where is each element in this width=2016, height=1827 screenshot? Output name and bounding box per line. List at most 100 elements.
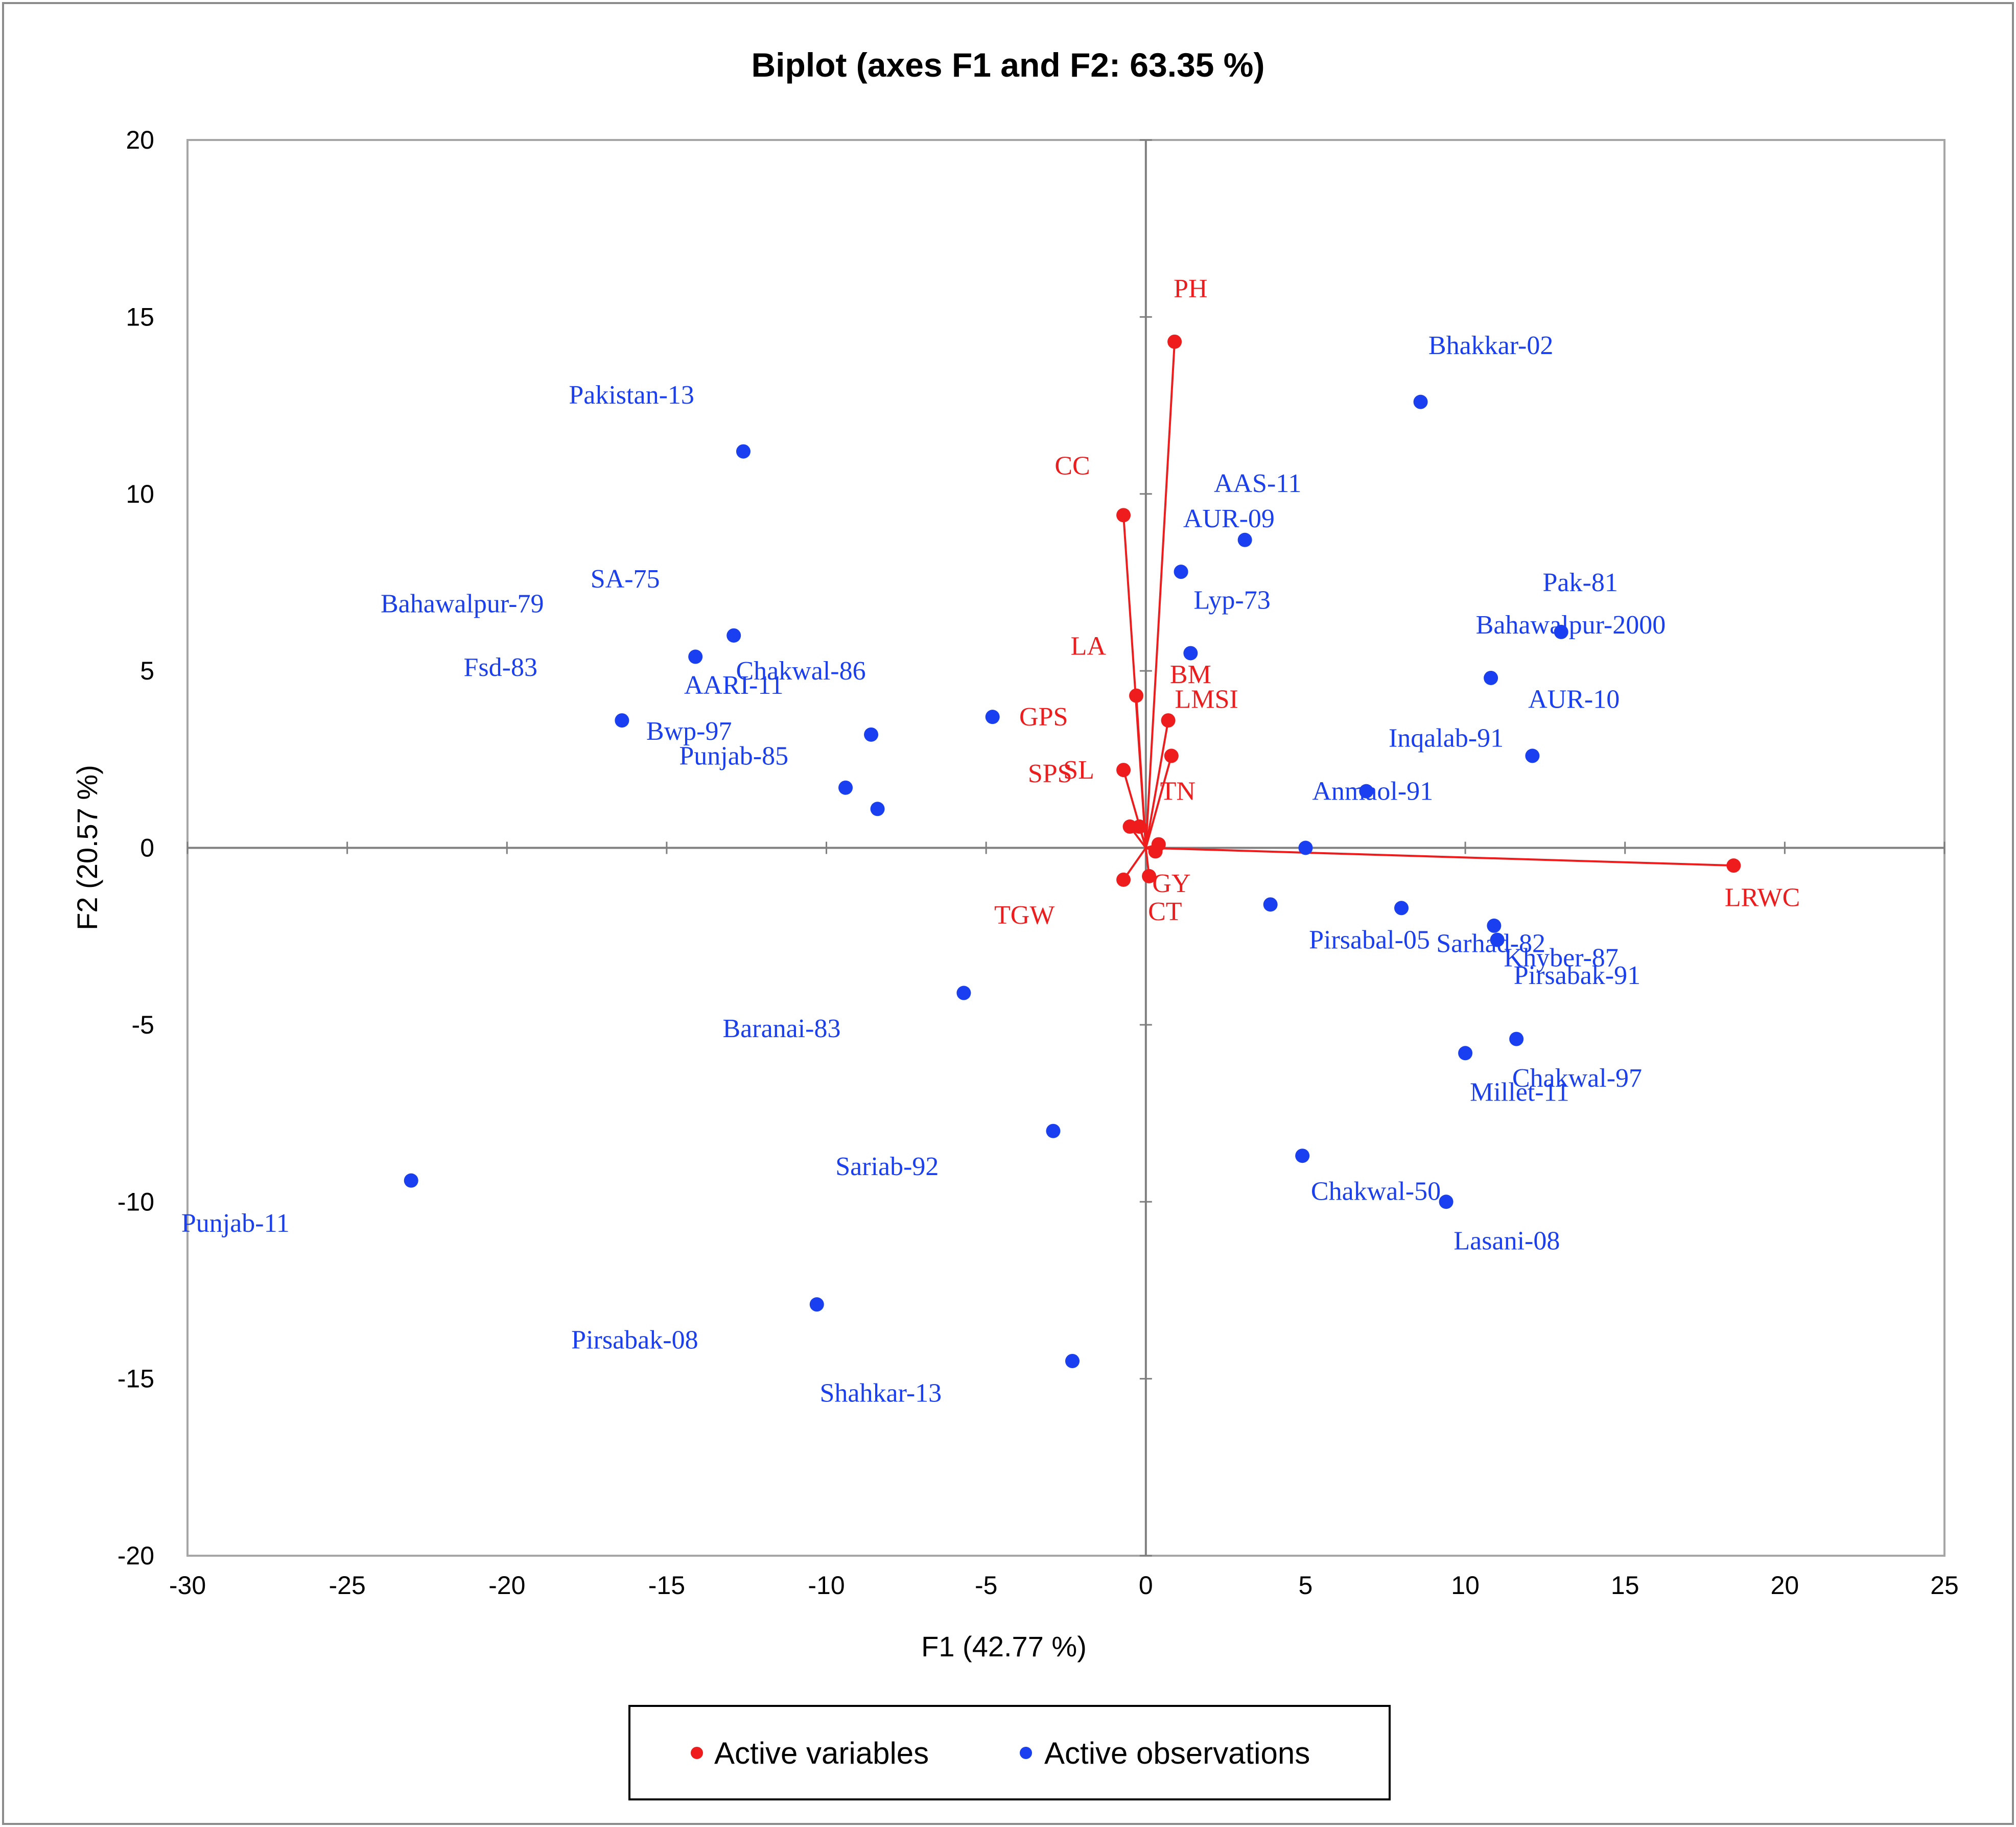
observation-label-fsd-83: Fsd-83 — [464, 653, 537, 682]
variable-label-ph: PH — [1174, 274, 1207, 303]
observation-point-bhakkar-02 — [1413, 394, 1428, 409]
variable-point-lrwc — [1726, 858, 1741, 873]
variable-arrows — [1122, 341, 1734, 880]
observation-point-punjab-85 — [985, 710, 1000, 724]
variable-arrow-lmsi — [1144, 755, 1173, 849]
observation-label-lyp-73: Lyp-73 — [1194, 586, 1271, 615]
observation-label-chakwal-97: Chakwal-97 — [1512, 1064, 1642, 1093]
observation-point-chakwal-86 — [864, 727, 879, 742]
y-tick-label: 15 — [126, 302, 154, 331]
x-tick-label: -5 — [975, 1571, 997, 1600]
variable-label-la: LA — [1071, 632, 1107, 661]
data-points — [404, 334, 1741, 1368]
observation-label-bhakkar-02: Bhakkar-02 — [1428, 331, 1553, 360]
variable-label-tgw: TGW — [994, 901, 1054, 930]
observation-point-anmaol-91 — [1298, 840, 1313, 855]
observation-label-sariab-92: Sariab-92 — [835, 1152, 939, 1181]
x-tick-label: -30 — [169, 1571, 206, 1600]
x-tick-label: 20 — [1771, 1571, 1799, 1600]
observation-label-lasani-08: Lasani-08 — [1454, 1226, 1560, 1255]
axes-layer: -30 -25 -20 -15 -10 -5 0 5 10 15 20 25 -20 -15 -10 -5 0 5… — [118, 126, 1959, 1600]
observation-point-chakwal-97 — [1509, 1032, 1524, 1046]
variable-point-sps — [1132, 819, 1147, 834]
observation-point-khyber-87 — [1487, 918, 1502, 933]
legend-variables-marker — [691, 1747, 703, 1759]
y-tick-label: 0 — [140, 834, 154, 862]
legend: Active variables Active observations — [628, 1705, 1391, 1800]
observation-point-aur-09 — [1174, 565, 1188, 579]
legend-box — [628, 1705, 1391, 1800]
observation-label-chakwal-50: Chakwal-50 — [1311, 1177, 1441, 1206]
observation-label-anmaol-91: Anmaol-91 — [1312, 777, 1433, 806]
variable-label-lmsi: LMSI — [1175, 685, 1238, 714]
observation-point-baranai-83 — [956, 986, 971, 1000]
variable-point-ph — [1167, 334, 1182, 349]
observation-label-chakwal-86: Chakwal-86 — [736, 657, 865, 686]
observation-label-aur-09: AUR-09 — [1183, 504, 1275, 533]
observation-label-baranai-83: Baranai-83 — [722, 1014, 840, 1043]
observation-label-bahawalpur-79: Bahawalpur-79 — [381, 590, 544, 619]
y-tick-label: 5 — [140, 657, 154, 685]
variable-label-bm: BM — [1170, 660, 1211, 689]
variable-point-ct — [1142, 869, 1157, 883]
observation-point-bahawalpur-79 — [688, 649, 703, 664]
observation-point-sarhad-82 — [1394, 901, 1409, 916]
variable-label-ct: CT — [1148, 897, 1182, 926]
observation-label-millet-11: Millet-11 — [1470, 1078, 1569, 1107]
observation-label-bahawalpur-2000: Bahawalpur-2000 — [1476, 611, 1666, 640]
observation-point-pirsabak-91 — [1490, 932, 1505, 947]
observation-label-punjab-11: Punjab-11 — [181, 1209, 290, 1238]
observation-point-lasani-08 — [1439, 1194, 1454, 1209]
x-tick-label: -10 — [808, 1571, 845, 1600]
y-tick-label: -20 — [118, 1541, 154, 1570]
variable-arrow-bm — [1144, 720, 1169, 848]
x-tick-label: 15 — [1611, 1571, 1639, 1600]
y-tick-label: -5 — [132, 1011, 154, 1039]
observation-label-shahkar-13: Shahkar-13 — [820, 1378, 942, 1408]
variable-point-cc — [1116, 508, 1131, 523]
variable-point-tgw — [1116, 872, 1131, 887]
observation-label-bwp-97: Bwp-97 — [646, 717, 732, 746]
observation-point-aas-11 — [1237, 532, 1252, 547]
observation-point-bahawalpur-2000 — [1484, 670, 1498, 685]
legend-observations-label: Active observations — [1044, 1736, 1310, 1770]
observation-point-millet-11 — [1458, 1046, 1473, 1061]
observation-point-shahkar-13 — [1065, 1353, 1080, 1368]
observation-label-punjab-85: Punjab-85 — [679, 741, 788, 770]
observation-label-khyber-87: Khyber-87 — [1504, 943, 1619, 972]
observation-point-aari-11 — [838, 780, 853, 795]
observation-label-aur-10: AUR-10 — [1528, 685, 1620, 714]
observation-label-inqalab-91: Inqalab-91 — [1389, 724, 1504, 753]
observation-point-sa-75 — [726, 628, 741, 643]
variable-label-tn: TN — [1160, 777, 1195, 806]
x-tick-label: 25 — [1930, 1571, 1959, 1600]
variable-point-bm — [1161, 713, 1176, 728]
x-tick-label: 0 — [1139, 1571, 1153, 1600]
y-axis-title: F2 (20.57 %) — [71, 765, 103, 930]
observation-label-pirsabak-91: Pirsabak-91 — [1514, 961, 1640, 990]
legend-variables-label: Active variables — [714, 1736, 929, 1770]
observation-point-fsd-83 — [615, 713, 629, 728]
variable-label-gy: GY — [1152, 869, 1190, 898]
x-tick-label: 10 — [1451, 1571, 1480, 1600]
y-tick-label: -10 — [118, 1187, 154, 1216]
observation-point-pak-81 — [1554, 624, 1568, 639]
x-tick-label: -25 — [329, 1571, 366, 1600]
chart-title: Biplot (axes F1 and F2: 63.35 %) — [752, 46, 1265, 84]
variable-label-gps: GPS — [1019, 702, 1068, 732]
observation-label-pakistan-13: Pakistan-13 — [569, 381, 694, 410]
variable-point-gps — [1116, 763, 1131, 778]
observation-point-bwp-97 — [870, 802, 885, 816]
variable-point-la — [1129, 688, 1144, 703]
variable-point-gy — [1148, 844, 1163, 859]
variable-arrow-ph — [1144, 341, 1176, 848]
variable-label-sps: SPS — [1028, 759, 1072, 788]
x-axis-title: F1 (42.77 %) — [921, 1630, 1087, 1662]
y-tick-label: 10 — [126, 480, 154, 508]
x-tick-label: -20 — [488, 1571, 525, 1600]
legend-observations-marker — [1020, 1747, 1032, 1759]
